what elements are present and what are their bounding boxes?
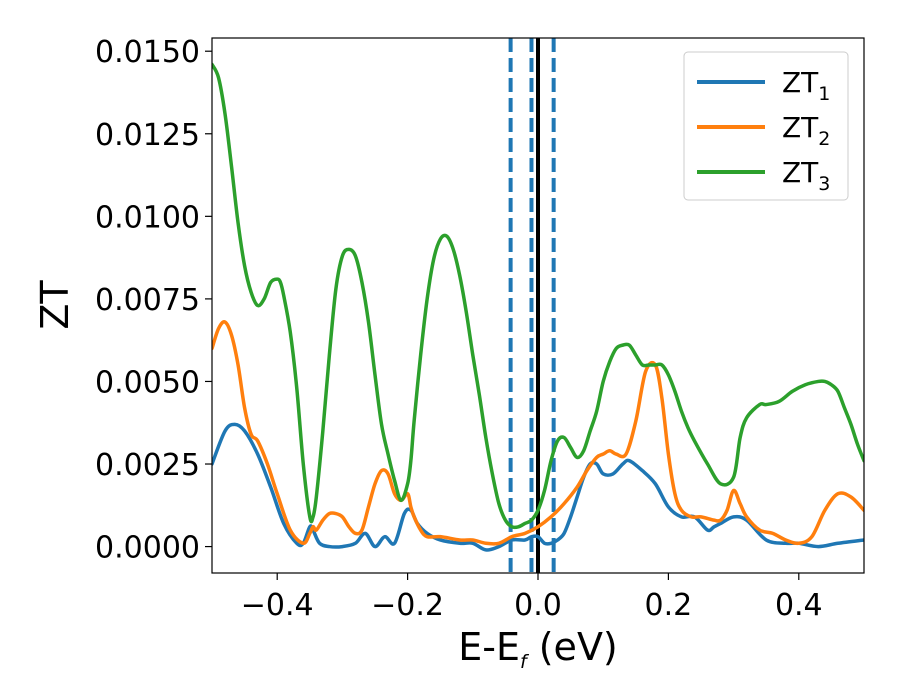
x-tick-label: −0.4 [241,588,314,623]
y-tick-label: 0.0125 [95,118,200,153]
x-tick-label: 0.0 [514,588,562,623]
y-tick-label: 0.0025 [95,448,200,483]
x-axis-title: E-Ef (eV) [458,625,618,673]
y-tick-label: 0.0050 [95,365,200,400]
reference-lines [508,38,556,573]
series-lines [212,62,864,552]
x-tick-label: −0.2 [371,588,444,623]
y-tick-label: 0.0150 [95,35,200,70]
series-line-zt3 [212,62,864,530]
y-tick-label: 0.0075 [95,283,200,318]
y-axis-ticks: 0.0000 0.0025 0.0050 0.0075 0.0100 0.0125 0.01… [95,35,212,566]
x-tick-label: 0.2 [645,588,693,623]
legend-label-zt1: ZT1 [782,66,830,105]
y-tick-label: 0.0100 [95,200,200,235]
series-line-zt2 [212,320,864,546]
x-tick-label: 0.4 [775,588,823,623]
legend-label-zt3: ZT3 [782,156,830,195]
y-axis-title: ZT [33,280,77,330]
x-axis-ticks: −0.4 −0.2 0.0 0.2 0.4 [241,573,823,623]
legend-label-zt2: ZT2 [782,111,830,150]
legend-box [683,51,849,201]
y-tick-label: 0.0000 [95,531,200,566]
legend: ZT1 ZT2 ZT3 [683,51,849,201]
